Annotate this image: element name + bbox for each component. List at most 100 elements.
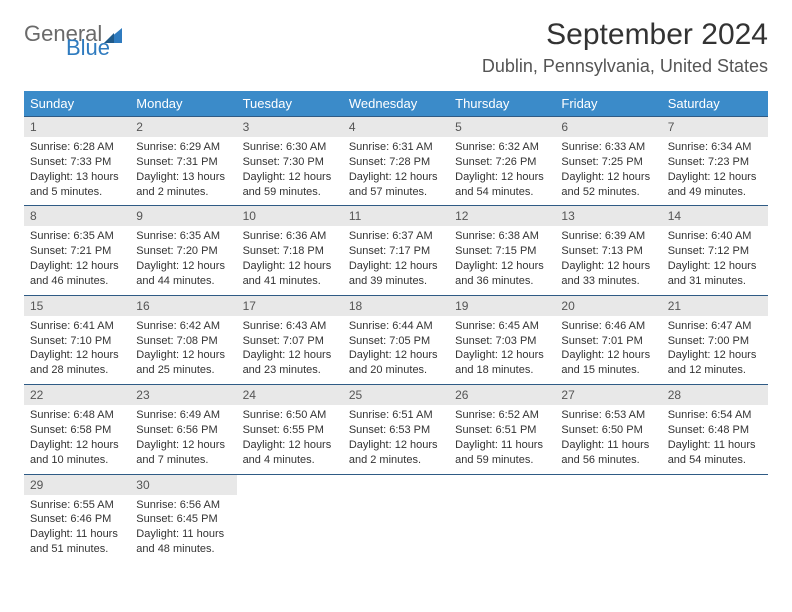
daylight-text: Daylight: 11 hours and 51 minutes. <box>30 527 124 557</box>
calendar-table: SundayMondayTuesdayWednesdayThursdayFrid… <box>24 91 768 563</box>
sunrise-text: Sunrise: 6:51 AM <box>349 408 443 423</box>
day-content: Sunrise: 6:47 AMSunset: 7:00 PMDaylight:… <box>662 316 768 384</box>
day-number: 5 <box>449 117 555 137</box>
calendar-day-cell: 3Sunrise: 6:30 AMSunset: 7:30 PMDaylight… <box>237 117 343 206</box>
day-content: Sunrise: 6:44 AMSunset: 7:05 PMDaylight:… <box>343 316 449 384</box>
sunrise-text: Sunrise: 6:53 AM <box>561 408 655 423</box>
daylight-text: Daylight: 12 hours and 52 minutes. <box>561 170 655 200</box>
day-content: Sunrise: 6:55 AMSunset: 6:46 PMDaylight:… <box>24 495 130 563</box>
daylight-text: Daylight: 12 hours and 36 minutes. <box>455 259 549 289</box>
sunrise-text: Sunrise: 6:28 AM <box>30 140 124 155</box>
calendar-day-cell: 24Sunrise: 6:50 AMSunset: 6:55 PMDayligh… <box>237 385 343 474</box>
day-number: 1 <box>24 117 130 137</box>
day-content: Sunrise: 6:45 AMSunset: 7:03 PMDaylight:… <box>449 316 555 384</box>
calendar-day-cell: 8Sunrise: 6:35 AMSunset: 7:21 PMDaylight… <box>24 206 130 295</box>
day-content: Sunrise: 6:33 AMSunset: 7:25 PMDaylight:… <box>555 137 661 205</box>
day-content: Sunrise: 6:43 AMSunset: 7:07 PMDaylight:… <box>237 316 343 384</box>
day-number: 21 <box>662 296 768 316</box>
calendar-week-row: 1Sunrise: 6:28 AMSunset: 7:33 PMDaylight… <box>24 117 768 206</box>
day-content: Sunrise: 6:40 AMSunset: 7:12 PMDaylight:… <box>662 226 768 294</box>
day-content: Sunrise: 6:42 AMSunset: 7:08 PMDaylight:… <box>130 316 236 384</box>
calendar-day-cell: 21Sunrise: 6:47 AMSunset: 7:00 PMDayligh… <box>662 295 768 384</box>
day-content: Sunrise: 6:32 AMSunset: 7:26 PMDaylight:… <box>449 137 555 205</box>
daylight-text: Daylight: 12 hours and 10 minutes. <box>30 438 124 468</box>
daylight-text: Daylight: 13 hours and 5 minutes. <box>30 170 124 200</box>
day-content: Sunrise: 6:46 AMSunset: 7:01 PMDaylight:… <box>555 316 661 384</box>
day-number: 22 <box>24 385 130 405</box>
day-number: 14 <box>662 206 768 226</box>
calendar-day-cell: 19Sunrise: 6:45 AMSunset: 7:03 PMDayligh… <box>449 295 555 384</box>
sunrise-text: Sunrise: 6:34 AM <box>668 140 762 155</box>
daylight-text: Daylight: 12 hours and 15 minutes. <box>561 348 655 378</box>
day-number: 18 <box>343 296 449 316</box>
sunset-text: Sunset: 6:58 PM <box>30 423 124 438</box>
day-content: Sunrise: 6:52 AMSunset: 6:51 PMDaylight:… <box>449 405 555 473</box>
day-content: Sunrise: 6:56 AMSunset: 6:45 PMDaylight:… <box>130 495 236 563</box>
day-content: Sunrise: 6:29 AMSunset: 7:31 PMDaylight:… <box>130 137 236 205</box>
sunset-text: Sunset: 7:21 PM <box>30 244 124 259</box>
sunrise-text: Sunrise: 6:33 AM <box>561 140 655 155</box>
sunrise-text: Sunrise: 6:29 AM <box>136 140 230 155</box>
calendar-day-cell: 20Sunrise: 6:46 AMSunset: 7:01 PMDayligh… <box>555 295 661 384</box>
day-content: Sunrise: 6:34 AMSunset: 7:23 PMDaylight:… <box>662 137 768 205</box>
logo: General Blue <box>24 24 126 58</box>
daylight-text: Daylight: 12 hours and 39 minutes. <box>349 259 443 289</box>
day-content: Sunrise: 6:41 AMSunset: 7:10 PMDaylight:… <box>24 316 130 384</box>
daylight-text: Daylight: 12 hours and 49 minutes. <box>668 170 762 200</box>
sunrise-text: Sunrise: 6:31 AM <box>349 140 443 155</box>
day-content: Sunrise: 6:35 AMSunset: 7:21 PMDaylight:… <box>24 226 130 294</box>
sunset-text: Sunset: 7:30 PM <box>243 155 337 170</box>
sunset-text: Sunset: 6:56 PM <box>136 423 230 438</box>
daylight-text: Daylight: 12 hours and 28 minutes. <box>30 348 124 378</box>
daylight-text: Daylight: 12 hours and 7 minutes. <box>136 438 230 468</box>
day-number: 6 <box>555 117 661 137</box>
day-number: 30 <box>130 475 236 495</box>
day-content: Sunrise: 6:50 AMSunset: 6:55 PMDaylight:… <box>237 405 343 473</box>
day-number: 29 <box>24 475 130 495</box>
sunrise-text: Sunrise: 6:56 AM <box>136 498 230 513</box>
sunrise-text: Sunrise: 6:37 AM <box>349 229 443 244</box>
day-number: 12 <box>449 206 555 226</box>
daylight-text: Daylight: 12 hours and 23 minutes. <box>243 348 337 378</box>
sunrise-text: Sunrise: 6:41 AM <box>30 319 124 334</box>
sunset-text: Sunset: 7:00 PM <box>668 334 762 349</box>
sunset-text: Sunset: 7:03 PM <box>455 334 549 349</box>
day-number: 17 <box>237 296 343 316</box>
day-number: 23 <box>130 385 236 405</box>
daylight-text: Daylight: 12 hours and 57 minutes. <box>349 170 443 200</box>
calendar-day-cell: 5Sunrise: 6:32 AMSunset: 7:26 PMDaylight… <box>449 117 555 206</box>
day-content: Sunrise: 6:38 AMSunset: 7:15 PMDaylight:… <box>449 226 555 294</box>
calendar-day-cell: 9Sunrise: 6:35 AMSunset: 7:20 PMDaylight… <box>130 206 236 295</box>
title-block: September 2024 Dublin, Pennsylvania, Uni… <box>482 18 768 77</box>
daylight-text: Daylight: 11 hours and 59 minutes. <box>455 438 549 468</box>
day-content: Sunrise: 6:49 AMSunset: 6:56 PMDaylight:… <box>130 405 236 473</box>
sunset-text: Sunset: 7:17 PM <box>349 244 443 259</box>
day-number: 11 <box>343 206 449 226</box>
page-header: General Blue September 2024 Dublin, Penn… <box>24 18 768 77</box>
day-number: 8 <box>24 206 130 226</box>
calendar-day-cell: 11 Sunrise: 6:37 AMSunset: 7:17 PMDayligh… <box>343 206 449 295</box>
sunrise-text: Sunrise: 6:43 AM <box>243 319 337 334</box>
day-number: 7 <box>662 117 768 137</box>
daylight-text: Daylight: 12 hours and 4 minutes. <box>243 438 337 468</box>
location: Dublin, Pennsylvania, United States <box>482 56 768 77</box>
day-number: 4 <box>343 117 449 137</box>
sunrise-text: Sunrise: 6:49 AM <box>136 408 230 423</box>
day-number: 2 <box>130 117 236 137</box>
day-number: 27 <box>555 385 661 405</box>
sunset-text: Sunset: 7:10 PM <box>30 334 124 349</box>
sunrise-text: Sunrise: 6:48 AM <box>30 408 124 423</box>
daylight-text: Daylight: 12 hours and 44 minutes. <box>136 259 230 289</box>
calendar-day-cell: 12Sunrise: 6:38 AMSunset: 7:15 PMDayligh… <box>449 206 555 295</box>
sunrise-text: Sunrise: 6:35 AM <box>30 229 124 244</box>
calendar-day-cell: 28Sunrise: 6:54 AMSunset: 6:48 PMDayligh… <box>662 385 768 474</box>
sunset-text: Sunset: 7:08 PM <box>136 334 230 349</box>
sunset-text: Sunset: 7:07 PM <box>243 334 337 349</box>
calendar-day-cell: 17Sunrise: 6:43 AMSunset: 7:07 PMDayligh… <box>237 295 343 384</box>
month-title: September 2024 <box>482 18 768 52</box>
day-content: Sunrise: 6:53 AMSunset: 6:50 PMDaylight:… <box>555 405 661 473</box>
calendar-day-cell <box>662 474 768 563</box>
sunset-text: Sunset: 7:23 PM <box>668 155 762 170</box>
sunset-text: Sunset: 7:25 PM <box>561 155 655 170</box>
sunrise-text: Sunrise: 6:40 AM <box>668 229 762 244</box>
